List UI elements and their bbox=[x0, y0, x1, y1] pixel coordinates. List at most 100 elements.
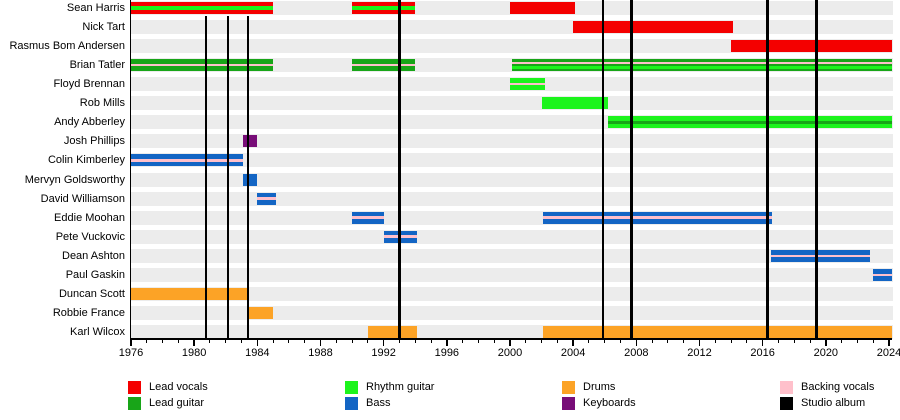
role-stripe-backing_vocals bbox=[770, 254, 871, 258]
x-axis-minor-tick bbox=[304, 339, 306, 344]
role-stripe-backing_vocals bbox=[543, 216, 773, 219]
x-axis-minor-tick bbox=[209, 339, 211, 344]
x-axis-minor-tick bbox=[351, 339, 353, 344]
x-axis-major-tick bbox=[635, 339, 638, 347]
role-stripe-rhythm_guitar bbox=[352, 6, 416, 10]
row-band bbox=[131, 305, 893, 320]
member-label: Rob Mills bbox=[79, 97, 125, 110]
row-band bbox=[131, 229, 893, 244]
member-label: Duncan Scott bbox=[58, 287, 125, 300]
x-axis-minor-tick bbox=[241, 339, 243, 344]
x-axis-minor-tick bbox=[588, 339, 590, 344]
studio-album-line bbox=[204, 16, 208, 338]
member-label: Sean Harris bbox=[66, 2, 125, 14]
x-axis-minor-tick bbox=[493, 339, 495, 344]
legend-swatch-bass bbox=[345, 397, 358, 410]
legend-swatch-rhythm_guitar bbox=[345, 381, 358, 394]
legend-label-bass: Bass bbox=[366, 397, 391, 409]
x-axis-tick-label: 2000 bbox=[497, 347, 523, 359]
member-label: Pete Vuckovic bbox=[55, 230, 125, 243]
x-axis-minor-tick bbox=[272, 339, 274, 344]
role-stripe-backing_vocals bbox=[257, 197, 277, 200]
legend-label-backing_vocals: Backing vocals bbox=[801, 381, 875, 393]
x-axis-tick-label: 2008 bbox=[624, 347, 649, 359]
role-stripe-backing_vocals bbox=[511, 61, 893, 64]
x-axis-minor-tick bbox=[714, 339, 716, 344]
member-bar bbox=[573, 21, 733, 34]
x-axis-major-tick bbox=[256, 339, 259, 347]
member-bar bbox=[367, 326, 417, 339]
x-axis-minor-tick bbox=[793, 339, 795, 344]
legend-label-drums: Drums bbox=[583, 381, 616, 393]
x-axis-major-tick bbox=[888, 339, 890, 347]
x-axis-minor-tick bbox=[146, 339, 148, 344]
legend-label-rhythm_guitar: Rhythm guitar bbox=[366, 381, 435, 393]
row-band bbox=[131, 39, 893, 54]
row-band bbox=[131, 267, 893, 282]
legend-swatch-keyboards bbox=[562, 397, 575, 410]
member-bar bbox=[243, 173, 258, 186]
x-axis-minor-tick bbox=[556, 339, 558, 344]
member-label: Dean Ashton bbox=[62, 249, 125, 262]
legend-label-studio_album: Studio album bbox=[801, 397, 866, 409]
x-axis-minor-tick bbox=[367, 339, 369, 344]
x-axis-tick-label: 2012 bbox=[687, 347, 712, 359]
x-axis-minor-tick bbox=[683, 339, 685, 344]
x-axis-tick-label: 2004 bbox=[560, 347, 586, 359]
x-axis-major-tick bbox=[509, 339, 511, 347]
studio-album-line bbox=[246, 16, 250, 338]
x-axis-major-tick bbox=[825, 339, 827, 347]
member-label: Eddie Moohan bbox=[54, 211, 125, 224]
x-axis-tick-label: 1996 bbox=[434, 347, 460, 359]
row-band bbox=[131, 20, 893, 35]
x-axis-minor-tick bbox=[651, 339, 653, 344]
legend-label-lead_guitar: Lead guitar bbox=[149, 397, 205, 409]
member-label: Colin Kimberley bbox=[47, 154, 125, 167]
member-label: Andy Abberley bbox=[54, 116, 125, 129]
x-axis-minor-tick bbox=[620, 339, 622, 344]
member-label: Floyd Brennan bbox=[53, 78, 125, 91]
x-axis-minor-tick bbox=[430, 339, 432, 344]
x-axis-tick-label: 1988 bbox=[308, 347, 333, 359]
x-axis-tick-label: 1992 bbox=[371, 347, 396, 359]
member-label: Brian Tatler bbox=[69, 59, 125, 72]
x-axis-major-tick bbox=[446, 339, 448, 347]
member-label: Karl Wilcox bbox=[69, 326, 125, 339]
legend-label-keyboards: Keyboards bbox=[583, 397, 636, 409]
studio-album-line bbox=[766, 0, 769, 338]
member-label: Nick Tart bbox=[82, 21, 125, 34]
role-stripe-rhythm_guitar bbox=[131, 6, 274, 10]
legend-swatch-drums bbox=[562, 381, 575, 394]
x-axis-minor-tick bbox=[730, 339, 732, 344]
member-label: Rasmus Bom Andersen bbox=[9, 40, 125, 53]
x-axis-tick-label: 1976 bbox=[118, 347, 144, 359]
role-stripe-backing_vocals bbox=[352, 63, 416, 67]
x-axis-minor-tick bbox=[809, 339, 811, 344]
legend-swatch-backing_vocals bbox=[780, 381, 793, 394]
x-axis-minor-tick bbox=[746, 339, 748, 344]
x-axis-line bbox=[129, 338, 892, 340]
x-axis-tick-label: 2020 bbox=[813, 347, 839, 359]
row-band bbox=[131, 210, 893, 225]
x-axis-minor-tick bbox=[777, 339, 779, 344]
x-axis-minor-tick bbox=[604, 339, 606, 344]
x-axis-major-tick bbox=[572, 339, 574, 347]
y-axis-line bbox=[129, 0, 132, 338]
member-label: Robbie France bbox=[52, 306, 125, 319]
x-axis-tick-label: 1984 bbox=[245, 347, 270, 359]
member-label: David Williamson bbox=[40, 192, 125, 205]
x-axis-major-tick bbox=[130, 339, 132, 347]
row-band bbox=[131, 153, 893, 168]
x-axis-minor-tick bbox=[477, 339, 479, 344]
role-stripe-backing_vocals bbox=[352, 216, 384, 219]
x-axis-minor-tick bbox=[541, 339, 543, 344]
row-band bbox=[131, 96, 893, 111]
row-band bbox=[131, 172, 893, 187]
x-axis-tick-label: 1980 bbox=[181, 347, 207, 359]
x-axis-minor-tick bbox=[462, 339, 464, 344]
member-bar bbox=[541, 97, 608, 110]
row-band bbox=[131, 134, 893, 149]
studio-album-line bbox=[601, 0, 605, 338]
x-axis-major-tick bbox=[698, 339, 701, 347]
